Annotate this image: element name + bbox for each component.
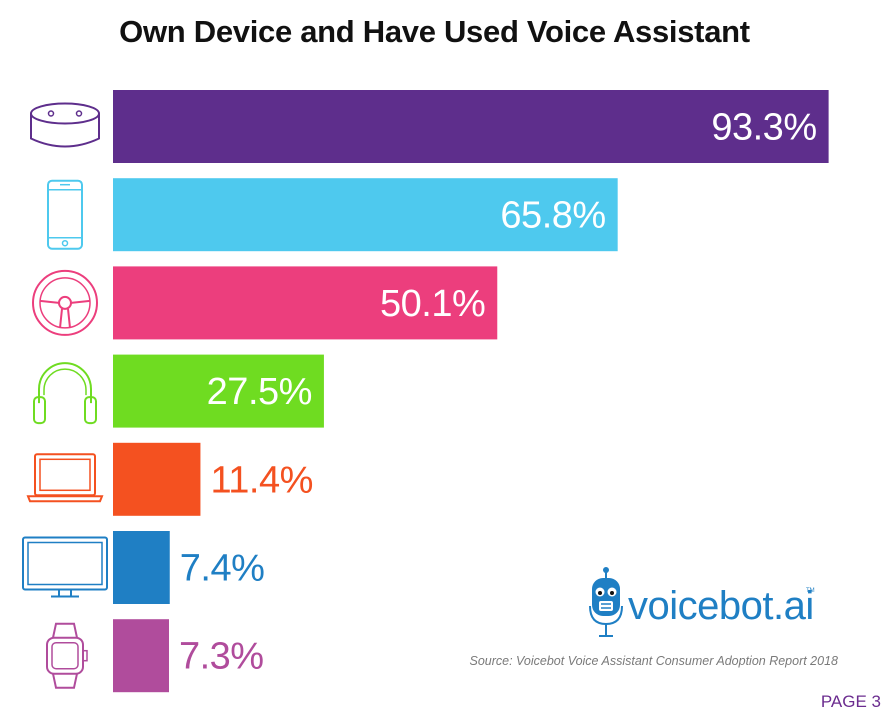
bar-smartphone bbox=[113, 178, 618, 252]
data-label-car: 50.1% bbox=[380, 283, 485, 325]
logo-trademark: TM bbox=[806, 588, 815, 594]
page-number: PAGE 3 bbox=[820, 692, 881, 711]
smartwatch-icon bbox=[46, 622, 88, 689]
data-label-tv: 7.4% bbox=[180, 548, 265, 590]
bar-laptop bbox=[113, 442, 201, 516]
bar-tv bbox=[113, 531, 170, 604]
data-label-smart-speaker: 93.3% bbox=[711, 107, 816, 149]
data-label-smartphone: 65.8% bbox=[500, 195, 605, 237]
logo-wordmark: voicebot.ai bbox=[628, 584, 814, 628]
headphones-icon bbox=[33, 362, 97, 425]
data-label-smartwatch: 7.3% bbox=[179, 636, 264, 678]
bar-car bbox=[113, 266, 498, 340]
data-label-headphones: 27.5% bbox=[207, 371, 312, 413]
laptop-icon bbox=[26, 453, 104, 503]
data-label-laptop: 11.4% bbox=[210, 459, 312, 501]
bar-headphones bbox=[113, 354, 324, 428]
smartphone-icon bbox=[47, 179, 83, 250]
bar-smartwatch bbox=[113, 619, 169, 693]
smart-speaker-icon bbox=[30, 102, 100, 148]
robot-mascot-icon bbox=[589, 567, 623, 637]
bar-smart-speaker bbox=[113, 90, 829, 163]
steering-wheel-icon bbox=[32, 269, 98, 336]
source-note: Source: Voicebot Voice Assistant Consume… bbox=[469, 654, 839, 668]
voicebot-logo: voicebot.ai TM bbox=[584, 566, 824, 644]
tv-monitor-icon bbox=[22, 536, 108, 598]
chart-title: Own Device and Have Used Voice Assistant bbox=[119, 14, 750, 49]
